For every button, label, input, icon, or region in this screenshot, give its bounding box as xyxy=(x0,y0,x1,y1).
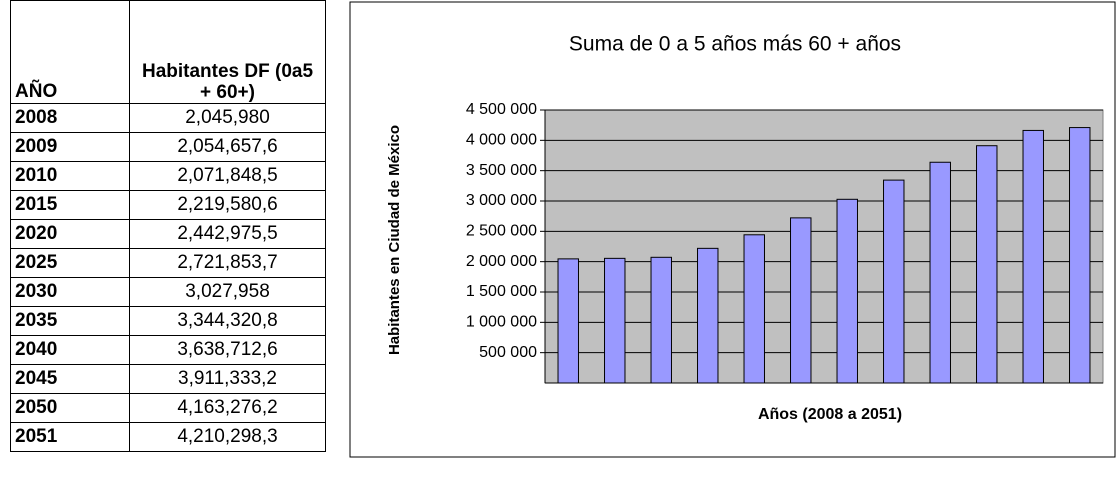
y-tick-label: 4 500 000 xyxy=(466,101,537,118)
bar xyxy=(976,145,998,384)
bar xyxy=(883,179,905,384)
table-row: 2051 4,210,298,3 xyxy=(10,422,326,452)
y-axis-label: Habitantes en Ciudad de México xyxy=(386,124,403,356)
bar xyxy=(650,256,672,384)
bar xyxy=(1069,127,1091,384)
table-row: 2009 2,054,657,6 xyxy=(10,132,326,162)
header-cell: Habitantes DF (0a5 + 60+) xyxy=(129,0,326,104)
table-cell: 3,911,333,2 xyxy=(129,364,326,394)
y-tick-label: 2 500 000 xyxy=(466,223,537,240)
bar xyxy=(604,257,626,384)
plot-area xyxy=(544,109,1104,384)
chart-title: Suma de 0 a 5 años más 60 + años xyxy=(569,33,901,56)
x-axis-label: Años (2008 a 2051) xyxy=(758,406,902,423)
bar xyxy=(929,161,951,384)
y-tick-label: 500 000 xyxy=(479,344,537,361)
y-tick-label: 3 500 000 xyxy=(466,162,537,179)
y-tick-label: 4 000 000 xyxy=(466,132,537,149)
y-tick-label: 2 000 000 xyxy=(466,253,537,270)
bar xyxy=(836,198,858,384)
table-cell: 2,721,853,7 xyxy=(129,248,326,278)
table-cell: 2008 xyxy=(10,103,130,133)
table-cell: 3,638,712,6 xyxy=(129,335,326,365)
y-tick-label: 3 000 000 xyxy=(466,192,537,209)
table-row: 2050 4,163,276,2 xyxy=(10,393,326,423)
table-cell: 2051 xyxy=(10,422,130,452)
table-row: 2045 3,911,333,2 xyxy=(10,364,326,394)
bar xyxy=(790,217,812,384)
table-cell: 2,071,848,5 xyxy=(129,161,326,191)
table-cell: 2010 xyxy=(10,161,130,191)
y-tick-label: 1 500 000 xyxy=(466,283,537,300)
header-row: AÑO Habitantes DF (0a5 + 60+) xyxy=(10,0,326,104)
table-cell: 2035 xyxy=(10,306,130,336)
bar xyxy=(1022,129,1044,384)
bar xyxy=(557,258,579,384)
table-cell: 3,027,958 xyxy=(129,277,326,307)
table-cell: 2020 xyxy=(10,219,130,249)
table-row: 2008 2,045,980 xyxy=(10,103,326,133)
header-cell: AÑO xyxy=(10,0,130,104)
table-row: 2040 3,638,712,6 xyxy=(10,335,326,365)
bar xyxy=(697,247,719,384)
table-cell: 2,219,580,6 xyxy=(129,190,326,220)
y-tick-label: 1 000 000 xyxy=(466,314,537,331)
table-cell: 2,442,975,5 xyxy=(129,219,326,249)
table-row: 2010 2,071,848,5 xyxy=(10,161,326,191)
table-row: 2030 3,027,958 xyxy=(10,277,326,307)
data-table: AÑO Habitantes DF (0a5 + 60+) 2008 2,045,… xyxy=(10,0,326,452)
table-cell: 2,045,980 xyxy=(129,103,326,133)
table-row: 2020 2,442,975,5 xyxy=(10,219,326,249)
table-cell: 2040 xyxy=(10,335,130,365)
bar xyxy=(743,234,765,384)
table-cell: 4,210,298,3 xyxy=(129,422,326,452)
